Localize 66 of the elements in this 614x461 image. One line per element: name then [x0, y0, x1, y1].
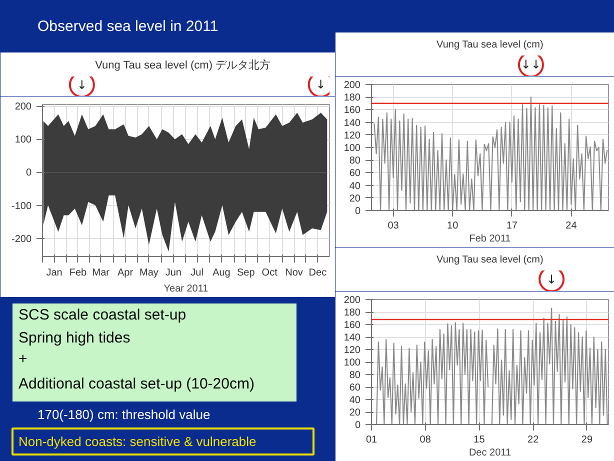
y-tick-label: -100 [11, 200, 32, 212]
x-tick-label: 03 [388, 220, 400, 232]
y-tick-label: 200 [344, 80, 361, 91]
x-tick-label: 17 [506, 220, 518, 232]
y-tick-label: 0 [26, 168, 32, 179]
x-tick-label: 15 [474, 434, 486, 446]
text: Additional coastal set-up (10-20cm) [18, 376, 254, 392]
y-tick-label: 60 [349, 168, 361, 180]
y-tick-label: 120 [344, 130, 361, 142]
x-tick-label: Nov [285, 268, 303, 278]
x-tick-label: 29 [581, 434, 593, 446]
y-tick-label: 160 [344, 105, 361, 116]
x-tick-label: Apr [118, 268, 134, 278]
y-tick-label: -200 [11, 234, 32, 245]
y-tick-label: 160 [344, 320, 361, 331]
x-tick-label: Jun [165, 268, 182, 278]
x-tick-label: May [139, 268, 158, 278]
text: Observed sea level in 2011 [38, 18, 218, 35]
x-tick-label: Sep [237, 268, 256, 278]
chart-title: Vung Tau sea level (cm) デルタ北方 [95, 58, 271, 72]
chart-title: Vung Tau sea level (cm) [436, 40, 544, 50]
x-axis-title: Dec 2011 [468, 448, 512, 458]
text: + [18, 350, 28, 368]
y-tick-label: 40 [349, 395, 361, 406]
x-tick-label: Mar [92, 268, 110, 278]
y-tick-label: 200 [344, 295, 361, 306]
line-series [374, 96, 608, 210]
text: SCS scale coastal set-up [18, 306, 186, 324]
y-tick-label: 60 [349, 382, 361, 394]
x-tick-label: 08 [420, 434, 432, 446]
annotation: ↓ [546, 272, 557, 286]
annotation: ↓↓ [520, 58, 542, 72]
y-tick-label: 180 [344, 308, 361, 318]
x-tick-label: 01 [366, 434, 378, 446]
y-tick-label: 0 [354, 206, 361, 217]
y-tick-label: 80 [349, 156, 361, 167]
y-tick-label: 40 [349, 180, 361, 192]
y-tick-label: 20 [349, 408, 361, 418]
x-tick-label: Dec [308, 268, 327, 278]
text: Spring high tides [18, 330, 130, 346]
x-axis-title: Feb 2011 [469, 234, 512, 244]
y-tick-label: 180 [344, 92, 361, 104]
y-tick-label: 120 [344, 345, 361, 356]
annotation: ↓ [76, 78, 87, 92]
x-tick-label: Jan [46, 268, 62, 278]
y-tick-label: 100 [344, 358, 361, 368]
x-tick-label: 22 [528, 434, 540, 446]
y-tick-label: 0 [354, 420, 361, 431]
y-tick-label: 80 [349, 370, 361, 381]
chart-title: Vung Tau sea level (cm) [436, 254, 544, 266]
x-tick-label: Aug [212, 268, 230, 278]
y-tick-label: 100 [344, 143, 361, 154]
y-tick-label: 140 [344, 118, 361, 129]
text: Non-dyked coasts: sensitive & vulnerable [18, 434, 256, 449]
y-tick-label: 20 [349, 193, 361, 204]
x-tick-label: 10 [447, 220, 459, 232]
x-tick-label: Oct [262, 268, 278, 278]
y-tick-label: 100 [14, 134, 32, 146]
x-tick-label: Feb [69, 268, 88, 278]
annotation: ↓ [316, 78, 326, 92]
x-axis-title: Year 2011 [164, 284, 209, 294]
x-tick-label: Jul [190, 268, 204, 278]
y-tick-label: 200 [14, 102, 32, 113]
x-tick-label: 24 [566, 220, 578, 232]
text: 170(-180) cm: threshold value [38, 407, 210, 422]
y-tick-label: 140 [344, 332, 361, 344]
